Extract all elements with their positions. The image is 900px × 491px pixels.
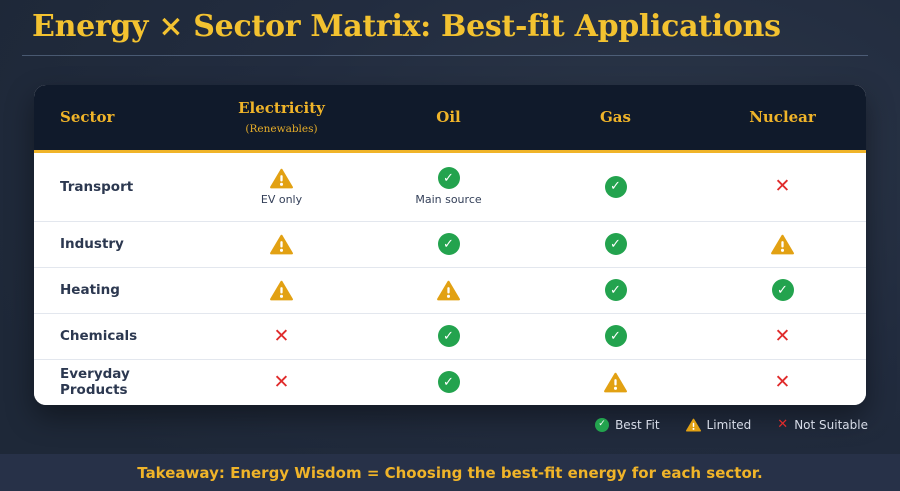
table-header-row: Sector Electricity (Renewables) Oil Gas Nucl… [34, 84, 866, 153]
row-label-transport: Transport [60, 178, 134, 195]
cell-transport-oil: ✓ Main source [365, 167, 532, 206]
table-row-heating: Heating ✓ ✓ [34, 266, 866, 313]
legend-item-limited: Limited [685, 417, 752, 432]
column-header-electricity: Electricity (Renewables) [198, 99, 365, 135]
table-row-industry: Industry ✓ ✓ [34, 220, 866, 267]
cell-heating-electricity [198, 280, 365, 301]
cell-heating-oil [365, 280, 532, 301]
check-circle-icon: ✓ [604, 279, 627, 301]
cell-industry-electricity [198, 234, 365, 255]
column-header-label: Oil [436, 108, 461, 126]
table-row-chemicals: Chemicals ✕ ✓ ✓ ✕ [34, 312, 866, 359]
warning-triangle-icon [771, 234, 794, 255]
table-row-everyday-products: Everyday Products ✕ ✓ ✕ [34, 358, 866, 405]
cross-icon: ✕ [774, 175, 791, 197]
table-row-transport: Transport EV only ✓ Main source ✓ ✕ [34, 152, 866, 221]
check-circle-icon: ✓ [437, 233, 460, 255]
takeaway-text: Takeaway: Energy Wisdom = Choosing the b… [137, 463, 763, 482]
warning-triangle-icon [270, 280, 293, 301]
cell-transport-gas: ✓ [532, 175, 699, 198]
cell-heating-gas: ✓ [532, 279, 699, 301]
check-circle-icon: ✓ [771, 279, 794, 301]
check-circle-icon: ✓ [437, 325, 460, 347]
cross-icon: ✕ [774, 370, 791, 393]
check-circle-icon: ✓ [604, 175, 627, 198]
row-label-heating: Heating [60, 282, 120, 298]
row-label-everyday-products: Everyday Products [60, 366, 130, 398]
cell-everyday-products-gas [532, 372, 699, 393]
legend-item-best-fit: ✓ Best Fit [595, 417, 660, 432]
check-circle-icon: ✓ [437, 371, 460, 393]
cell-industry-gas: ✓ [532, 233, 699, 255]
cell-everyday-products-oil: ✓ [365, 371, 532, 393]
row-label-industry: Industry [60, 236, 124, 252]
row-label-chemicals: Chemicals [60, 328, 138, 344]
cell-note: Main source [415, 193, 482, 206]
check-circle-icon: ✓ [595, 417, 610, 432]
check-circle-icon: ✓ [437, 167, 460, 189]
cell-chemicals-gas: ✓ [532, 325, 699, 347]
column-header-label: Gas [600, 108, 631, 126]
warning-triangle-icon [270, 234, 293, 255]
cell-industry-oil: ✓ [365, 233, 532, 255]
cell-note: EV only [260, 192, 303, 206]
cell-everyday-products-electricity: ✕ [198, 370, 365, 393]
title-divider [22, 54, 868, 56]
column-header-sector: Sector [60, 108, 115, 126]
cell-transport-electricity: EV only [198, 168, 365, 206]
footer-band: Takeaway: Energy Wisdom = Choosing the b… [0, 454, 900, 491]
legend-item-not-suitable: ✕ Not Suitable [777, 418, 868, 432]
table-body: Transport EV only ✓ Main source ✓ ✕ Industry ✓ ✓… [34, 152, 866, 405]
cell-chemicals-electricity: ✕ [198, 324, 365, 347]
cell-chemicals-oil: ✓ [365, 325, 532, 347]
cell-everyday-products-nuclear: ✕ [699, 370, 866, 393]
legend: ✓ Best Fit Limited ✕ Not Suitable [0, 417, 868, 432]
cross-icon: ✕ [273, 324, 290, 347]
check-circle-icon: ✓ [604, 233, 627, 255]
column-header-label: Nuclear [749, 108, 816, 126]
cell-chemicals-nuclear: ✕ [699, 324, 866, 347]
column-header-nuclear: Nuclear [699, 108, 866, 126]
cell-heating-nuclear: ✓ [699, 279, 866, 301]
cell-industry-nuclear [699, 234, 866, 255]
column-header-gas: Gas [532, 108, 699, 126]
legend-label: Not Suitable [794, 417, 868, 432]
cross-icon: ✕ [774, 324, 791, 347]
check-circle-icon: ✓ [604, 325, 627, 347]
cross-icon: ✕ [777, 417, 789, 432]
page-title: Energy × Sector Matrix: Best-fit Applica… [32, 9, 781, 44]
column-header-sublabel: (Renewables) [245, 123, 318, 135]
warning-triangle-icon [437, 280, 460, 301]
warning-triangle-icon [604, 372, 627, 393]
legend-label: Best Fit [615, 417, 660, 432]
cross-icon: ✕ [273, 370, 290, 393]
column-header-label: Electricity [238, 99, 325, 117]
warning-triangle-icon [685, 418, 701, 432]
column-header-oil: Oil [365, 108, 532, 126]
warning-triangle-icon [270, 168, 293, 189]
cell-transport-nuclear: ✕ [699, 177, 866, 196]
energy-sector-matrix-table: Sector Electricity (Renewables) Oil Gas Nucl… [34, 84, 866, 405]
legend-label: Limited [706, 417, 752, 432]
